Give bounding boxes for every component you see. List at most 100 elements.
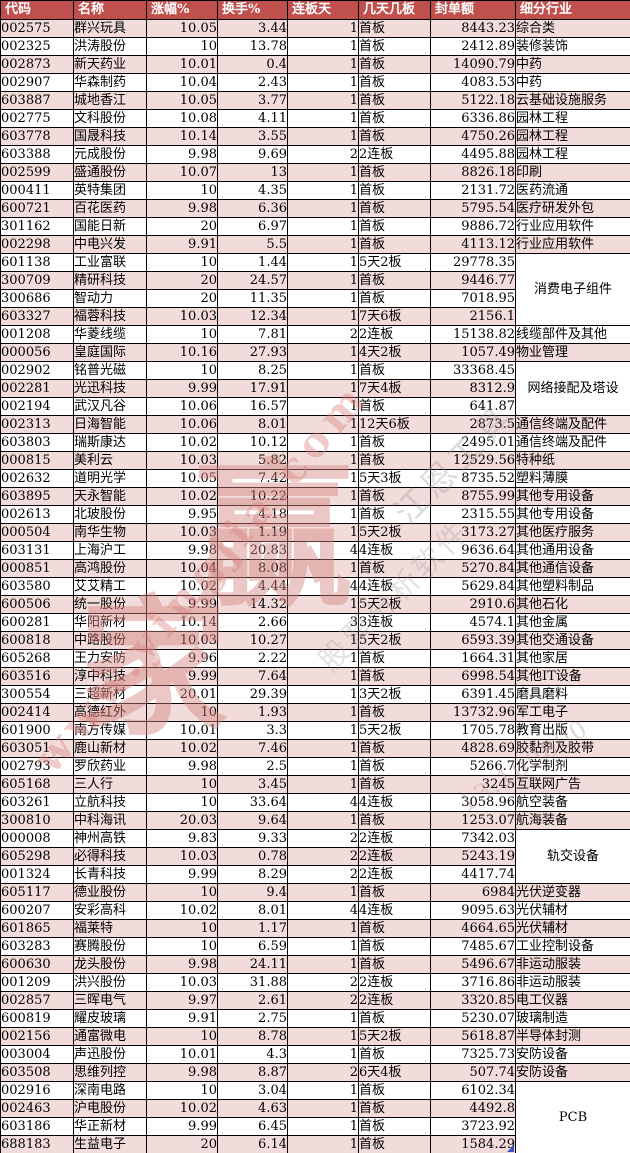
cell-amount[interactable]: 641.87 (430, 397, 516, 416)
cell-industry[interactable]: 医药流通 (515, 181, 630, 200)
table-row[interactable]: 603803 瑞斯康达 10.02 10.12 1 首板 2495.01 通信终端及配件 (0, 433, 630, 452)
table-row[interactable]: 003004 声迅股份 10.01 4.3 1 首板 7325.73 安防设备 (0, 1045, 630, 1064)
table-row[interactable]: 603778 国晟科技 10.14 3.55 1 首板 4750.26 园林工程 (0, 127, 630, 146)
cell-turnover[interactable]: 24.57 (217, 271, 288, 290)
cell-days[interactable]: 1 (287, 307, 359, 326)
cell-industry[interactable]: 网络接配及塔设 (515, 361, 630, 416)
table-row[interactable]: 002156 通富微电 10 8.78 1 5天2板 5618.87 半导体封测 (0, 1027, 630, 1046)
cell-code[interactable]: 002857 (0, 991, 74, 1010)
cell-amount[interactable]: 4083.53 (430, 73, 516, 92)
cell-amount[interactable]: 9636.64 (430, 541, 516, 560)
cell-industry[interactable]: 园林工程 (515, 145, 630, 164)
cell-amount[interactable]: 4574.1 (430, 613, 516, 632)
cell-name[interactable]: 光迅科技 (73, 379, 147, 398)
column-header-industry[interactable]: 细分行业 (515, 0, 630, 20)
cell-code[interactable]: 300709 (0, 271, 74, 290)
cell-change[interactable]: 10.04 (146, 559, 218, 578)
cell-days[interactable]: 1 (287, 361, 359, 380)
cell-industry[interactable]: 其他交通设备 (515, 631, 630, 650)
cell-days[interactable]: 1 (287, 199, 359, 218)
cell-days[interactable]: 1 (287, 163, 359, 182)
cell-code[interactable]: 601865 (0, 919, 74, 938)
cell-boards[interactable]: 首板 (358, 757, 431, 776)
table-row[interactable]: 002575 群兴玩具 10.05 3.44 1 首板 8443.23 综合类 (0, 19, 630, 38)
cell-days[interactable]: 1 (287, 487, 359, 506)
cell-amount[interactable]: 4492.8 (430, 1099, 516, 1118)
cell-change[interactable]: 10 (146, 37, 218, 56)
cell-boards[interactable]: 首板 (358, 451, 431, 470)
cell-amount[interactable]: 7325.73 (430, 1045, 516, 1064)
cell-industry[interactable]: 其他金属 (515, 613, 630, 632)
cell-industry[interactable]: 航空装备 (515, 793, 630, 812)
cell-change[interactable]: 20.01 (146, 685, 218, 704)
cell-industry[interactable]: 安防设备 (515, 1063, 630, 1082)
cell-boards[interactable]: 首板 (358, 649, 431, 668)
cell-days[interactable]: 1 (287, 271, 359, 290)
cell-days[interactable]: 4 (287, 901, 359, 920)
cell-days[interactable]: 2 (287, 145, 359, 164)
cell-days[interactable]: 4 (287, 793, 359, 812)
cell-days[interactable]: 1 (287, 235, 359, 254)
cell-turnover[interactable]: 2.75 (217, 1009, 288, 1028)
table-row[interactable]: 002857 三晖电气 9.97 2.61 2 2连板 3320.85 电工仪器 (0, 991, 630, 1010)
cell-name[interactable]: 声迅股份 (73, 1045, 147, 1064)
cell-industry[interactable]: 胶黏剂及胶带 (515, 739, 630, 758)
cell-name[interactable]: 统一股份 (73, 595, 147, 614)
cell-name[interactable]: 福蓉科技 (73, 307, 147, 326)
cell-amount[interactable]: 1253.07 (430, 811, 516, 830)
table-row[interactable]: 002613 北玻股份 9.95 4.18 1 首板 2315.55 其他专用设备 (0, 505, 630, 524)
cell-code[interactable]: 600818 (0, 631, 74, 650)
cell-days[interactable]: 2 (287, 865, 359, 884)
cell-days[interactable]: 1 (287, 1009, 359, 1028)
cell-change[interactable]: 9.98 (146, 955, 218, 974)
column-header-boards[interactable]: 几天几板 (358, 0, 431, 20)
cell-turnover[interactable]: 14.32 (217, 595, 288, 614)
cell-boards[interactable]: 首板 (358, 919, 431, 938)
cell-turnover[interactable]: 4.35 (217, 181, 288, 200)
cell-name[interactable]: 工业富联 (73, 253, 147, 272)
table-row[interactable]: 002599 盛通股份 10.07 13 1 首板 8826.18 印刷 (0, 163, 630, 182)
cell-turnover[interactable]: 11.35 (217, 289, 288, 308)
cell-turnover[interactable]: 7.64 (217, 667, 288, 686)
cell-boards[interactable]: 5天2板 (358, 1027, 431, 1046)
cell-days[interactable]: 1 (287, 397, 359, 416)
table-row[interactable]: 600818 中路股份 10.03 10.27 1 5天2板 6593.39 其他交通设备 (0, 631, 630, 650)
cell-name[interactable]: 深南电路 (73, 1081, 147, 1100)
cell-turnover[interactable]: 1.19 (217, 523, 288, 542)
cell-code[interactable]: 603508 (0, 1063, 74, 1082)
table-row[interactable]: 603186 华正新材 9.99 6.45 1 首板 3723.92 (0, 1117, 630, 1136)
cell-turnover[interactable]: 6.97 (217, 217, 288, 236)
cell-industry[interactable]: 化学制剂 (515, 757, 630, 776)
cell-turnover[interactable]: 9.69 (217, 145, 288, 164)
cell-code[interactable]: 603283 (0, 937, 74, 956)
cell-days[interactable]: 2 (287, 847, 359, 866)
cell-code[interactable]: 603803 (0, 433, 74, 452)
cell-industry[interactable]: 线缆部件及其他 (515, 325, 630, 344)
cell-boards[interactable]: 5天2板 (358, 595, 431, 614)
cell-turnover[interactable]: 10.27 (217, 631, 288, 650)
cell-days[interactable]: 1 (287, 739, 359, 758)
column-header-amount[interactable]: 封单额 (430, 0, 516, 20)
cell-code[interactable]: 600506 (0, 595, 74, 614)
cell-days[interactable]: 1 (287, 937, 359, 956)
table-row[interactable]: 688183 生益电子 20 6.14 1 首板 1584.29 (0, 1135, 630, 1153)
cell-amount[interactable]: 14090.79 (430, 55, 516, 74)
cell-industry[interactable]: 印刷 (515, 163, 630, 182)
cell-days[interactable]: 1 (287, 703, 359, 722)
cell-amount[interactable]: 6336.86 (430, 109, 516, 128)
cell-days[interactable]: 1 (287, 631, 359, 650)
cell-days[interactable]: 1 (287, 433, 359, 452)
cell-name[interactable]: 国能日新 (73, 217, 147, 236)
cell-industry[interactable]: 工业控制设备 (515, 937, 630, 956)
table-row[interactable]: 001209 洪兴股份 10.03 31.88 2 2连板 3716.86 非运动服装 (0, 973, 630, 992)
cell-change[interactable]: 9.99 (146, 595, 218, 614)
cell-days[interactable]: 2 (287, 973, 359, 992)
cell-amount[interactable]: 5230.07 (430, 1009, 516, 1028)
cell-boards[interactable]: 2连板 (358, 847, 431, 866)
cell-amount[interactable]: 4495.88 (430, 145, 516, 164)
table-row[interactable]: 002907 华森制药 10.04 2.43 1 首板 4083.53 中药 (0, 73, 630, 92)
cell-days[interactable]: 1 (287, 1081, 359, 1100)
cell-change[interactable]: 10 (146, 181, 218, 200)
cell-change[interactable]: 20 (146, 271, 218, 290)
cell-industry[interactable]: 塑料薄膜 (515, 469, 630, 488)
